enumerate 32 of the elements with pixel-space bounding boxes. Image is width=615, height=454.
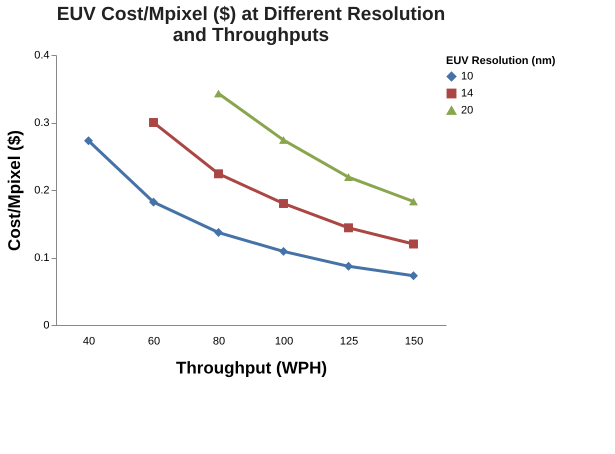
y-tick-label: 0.3 xyxy=(34,117,50,129)
point xyxy=(279,136,288,144)
point xyxy=(279,246,288,256)
point xyxy=(214,228,223,237)
legend-label: 10 xyxy=(461,70,474,82)
x-axis-title: Throughput (WPH) xyxy=(176,358,328,378)
chart-title: EUV Cost/Mpixel ($) at Different Resolution and Throughputs xyxy=(56,4,446,46)
y-tick-label: 0.1 xyxy=(34,252,50,264)
point xyxy=(84,136,93,146)
point xyxy=(214,169,223,178)
x-tick-label: 80 xyxy=(212,336,226,348)
y-tick-label: 0.2 xyxy=(34,184,50,196)
x-tick-label: 60 xyxy=(148,336,160,348)
x-tick-label: 100 xyxy=(274,336,294,348)
point xyxy=(409,271,418,280)
y-axis-title: Cost/Mpixel ($) xyxy=(5,130,24,251)
point xyxy=(409,198,418,206)
y-tick-label: 0 xyxy=(43,320,50,332)
point xyxy=(344,173,353,182)
point xyxy=(344,223,353,232)
legend-title: EUV Resolution (nm) xyxy=(446,55,556,67)
point xyxy=(149,118,158,127)
legend-label: 20 xyxy=(461,104,474,116)
y-tick-label: 0.4 xyxy=(34,50,50,62)
x-tick-label: 40 xyxy=(82,336,96,348)
point xyxy=(149,198,158,207)
x-tick-label: 125 xyxy=(340,336,358,348)
point xyxy=(409,240,418,248)
point xyxy=(344,262,353,271)
legend-label: 14 xyxy=(461,88,474,100)
point xyxy=(279,199,288,208)
x-tick-label: 150 xyxy=(404,336,424,348)
